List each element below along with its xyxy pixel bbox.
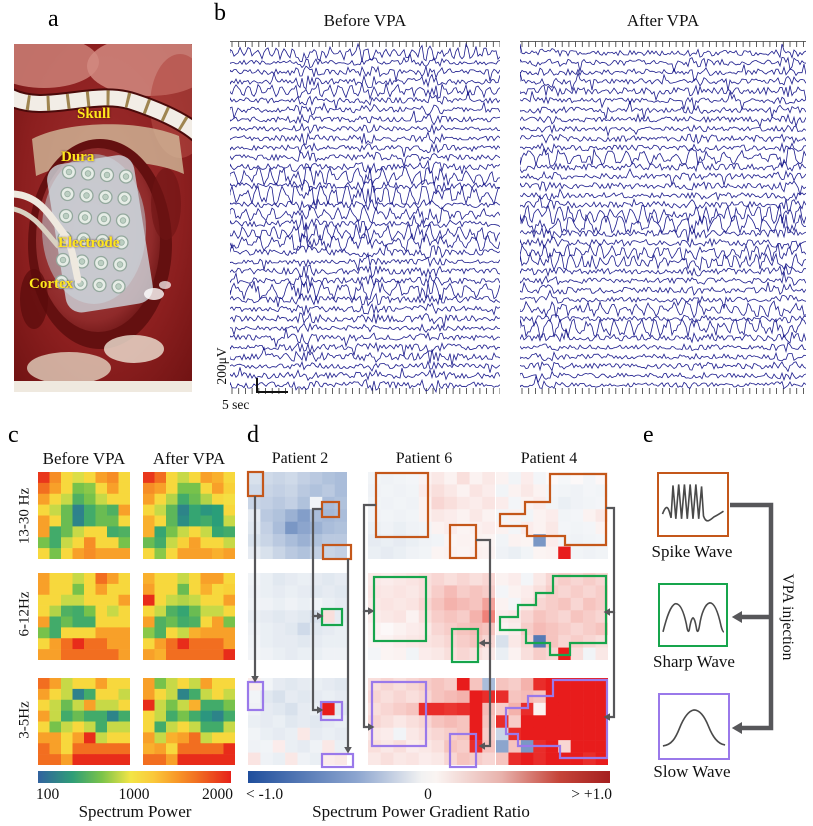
eeg-traces <box>520 43 806 390</box>
patient-2-title: Patient 2 <box>271 450 329 467</box>
heatmap-patient4-6-12hz <box>496 573 608 660</box>
colorbar-d-tick-max: > +1.0 <box>571 786 612 803</box>
panel-b-label: b <box>214 0 226 26</box>
vpa-injection-label: VPA injection <box>779 573 796 661</box>
sharp-wave-box <box>658 583 728 647</box>
eeg-traces <box>230 42 500 393</box>
band-label-3-5hz: 3-5Hz <box>16 701 33 739</box>
heatmap-patient2-3-5hz <box>248 678 347 765</box>
scalebar-voltage-line <box>256 378 259 393</box>
colorbar-d-tick-min: < -1.0 <box>246 786 284 803</box>
scalebar-time-line <box>256 391 288 394</box>
eeg-ruler <box>520 41 806 394</box>
heatmap-13-30hz-before-vpa <box>38 472 130 559</box>
heatmap-patient2-13-30hz <box>248 472 347 559</box>
slow-wave-box <box>658 693 730 760</box>
colorbar-d-tick-mid: 0 <box>424 786 432 803</box>
slow-wave-label: Slow Wave <box>653 762 731 781</box>
photo-label-electrode: Electrode <box>58 235 120 251</box>
spike-wave-label: Spike Wave <box>651 542 733 561</box>
panel-e-label: e <box>643 422 654 448</box>
colorbar-c-tick-mid: 1000 <box>118 786 150 803</box>
colorbar-d-title: Spectrum Power Gradient Ratio <box>312 802 530 821</box>
gradient-ratio-colorbar <box>248 771 610 783</box>
heatmap-3-5hz-before-vpa <box>38 678 130 765</box>
colorbar-c-tick-min: 100 <box>36 786 60 803</box>
heatmap-patient2-6-12hz <box>248 573 347 660</box>
heatmap-3-5hz-after-vpa <box>143 678 235 765</box>
slow-wave-glyph <box>662 709 726 747</box>
panel-a-label: a <box>48 6 59 32</box>
heatmap-6-12hz-after-vpa <box>143 573 235 660</box>
heatmap-13-30hz-after-vpa <box>143 472 235 559</box>
band-label-13-30hz: 13-30 Hz <box>16 487 33 545</box>
patient-6-title: Patient 6 <box>395 450 453 467</box>
sharp-wave-glyph <box>662 602 725 633</box>
heatmap-patient6-3-5hz <box>368 678 495 765</box>
colorbar-c-title: Spectrum Power <box>78 802 192 821</box>
heatmap-c-title-after: After VPA <box>152 449 226 468</box>
patient-4-title: Patient 4 <box>520 450 578 467</box>
scalebar-voltage-label: 200μV <box>214 347 229 385</box>
heatmap-patient4-3-5hz <box>496 678 608 765</box>
eeg-ruler <box>230 41 500 394</box>
photo-label-skull: Skull <box>77 106 111 122</box>
photo-label-dura: Dura <box>61 149 95 165</box>
surgical-photo-art <box>14 44 192 392</box>
scalebar-time-label: 5 sec <box>222 397 250 412</box>
eeg-title-after: After VPA <box>626 11 700 30</box>
heatmap-6-12hz-before-vpa <box>38 573 130 660</box>
colorbar-c-tick-max: 2000 <box>202 786 233 803</box>
sharp-wave-label: Sharp Wave <box>653 652 735 671</box>
panel-c-label: c <box>8 422 19 448</box>
electrode-grid-art <box>54 164 134 294</box>
heatmap-patient4-13-30hz <box>496 472 608 559</box>
heatmap-patient6-13-30hz <box>368 472 495 559</box>
eeg-title-before: Before VPA <box>323 11 407 30</box>
photo-label-cortex: Cortex <box>29 276 74 292</box>
surgical-photo: Skull Dura Electrode Cortex <box>14 44 192 392</box>
spike-wave-box <box>657 472 729 537</box>
spike-wave-glyph <box>661 484 724 522</box>
band-label-6-12hz: 6-12Hz <box>16 591 33 637</box>
eeg-before-vpa <box>230 40 500 396</box>
heatmap-c-title-before: Before VPA <box>42 449 126 468</box>
eeg-after-vpa <box>520 40 806 396</box>
panel-d-label: d <box>247 422 259 448</box>
spectrum-power-colorbar <box>38 771 231 783</box>
heatmap-patient6-6-12hz <box>368 573 495 660</box>
